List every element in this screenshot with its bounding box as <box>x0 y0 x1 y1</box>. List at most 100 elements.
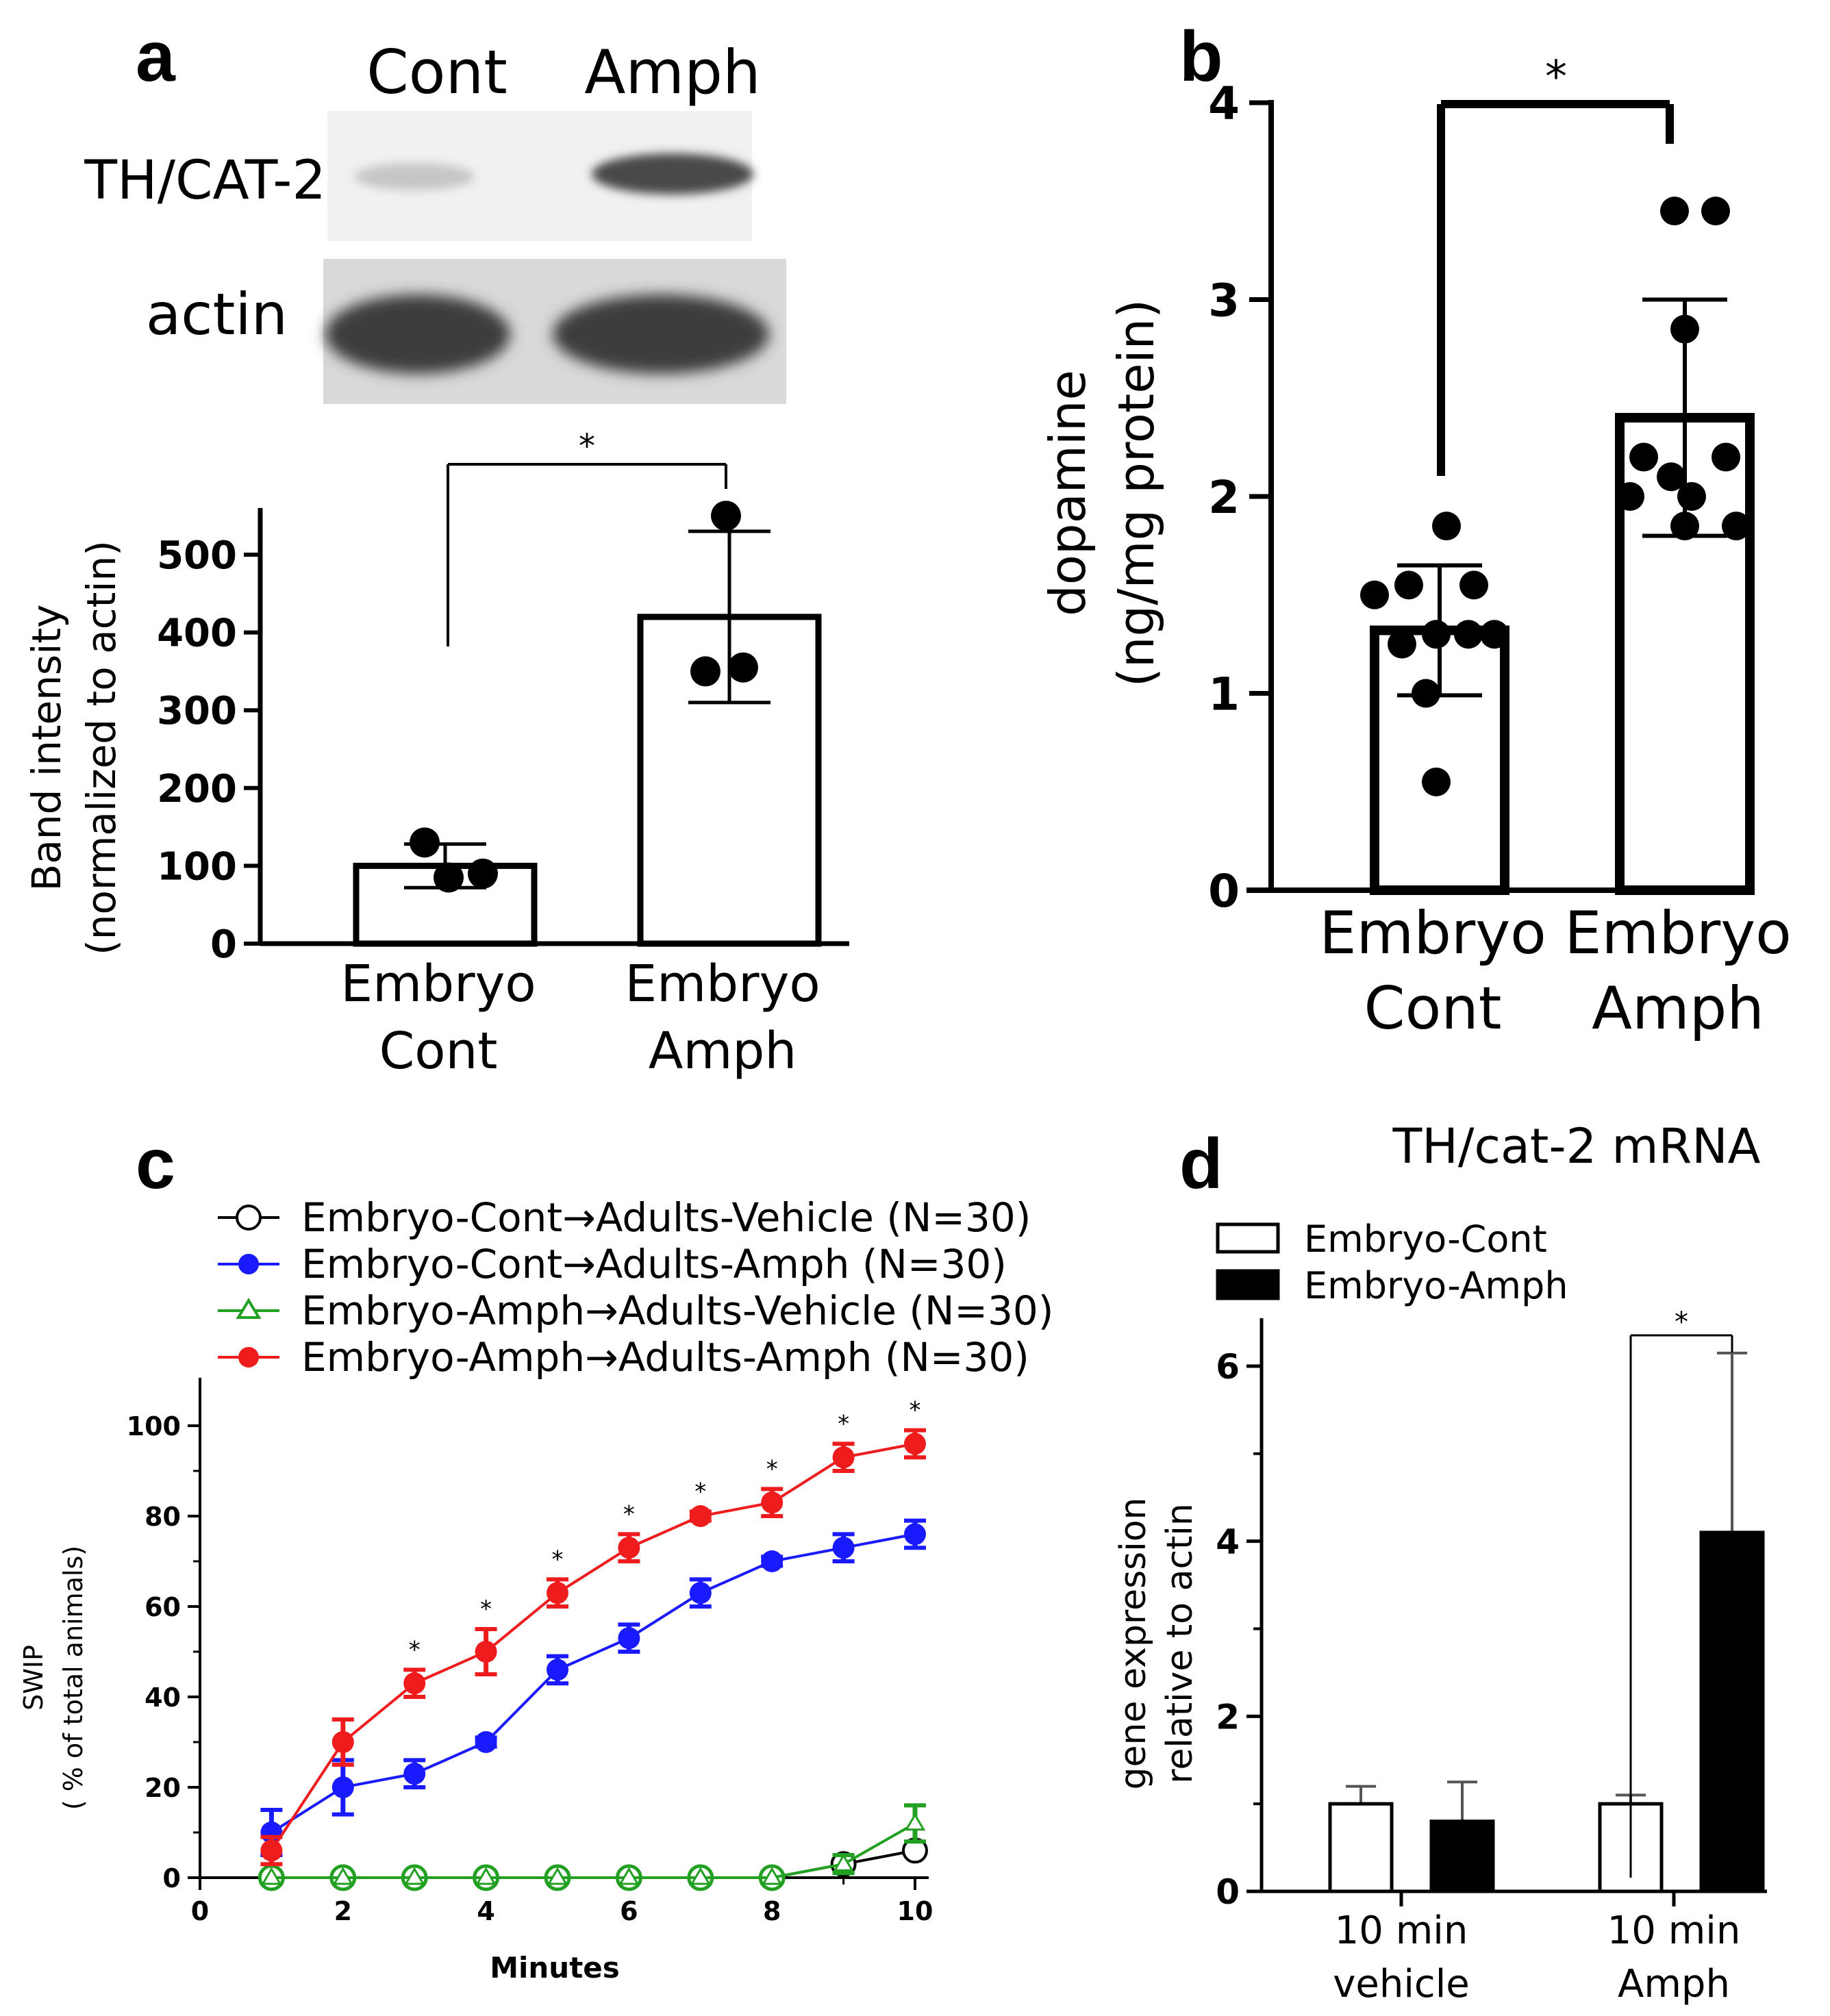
data-point <box>475 1867 497 1885</box>
y-tick-label: 100 <box>157 844 237 889</box>
data-point <box>468 858 498 889</box>
panel-letter-c: c <box>136 1124 175 1204</box>
data-point <box>1459 570 1488 600</box>
y-tick-label: 400 <box>157 612 237 656</box>
x-axis-label: Minutes <box>490 1951 620 1985</box>
legend-swatch <box>1216 1269 1280 1300</box>
bar <box>1699 1530 1765 1893</box>
data-point <box>904 1813 926 1831</box>
chart-d: TH/cat-2 mRNA 0 2 4 6 gene expression relative… <box>1113 1118 1767 2006</box>
series-1 <box>260 1518 926 1857</box>
chart-a: 0 100 200 300 400 500 Band intensity (normalize… <box>23 427 849 1081</box>
data-point <box>761 1867 783 1885</box>
data-point <box>1454 620 1483 649</box>
data-point <box>1670 512 1699 541</box>
y-tick-label: 2 <box>1216 1697 1240 1737</box>
y-axis-label: (ng/mg protein) <box>1107 299 1165 687</box>
data-point <box>758 1864 786 1891</box>
data-point <box>544 1864 571 1891</box>
blot-band-th-cont <box>354 163 475 190</box>
data-point <box>1394 570 1423 600</box>
legend-marker <box>236 1298 262 1319</box>
bar <box>1328 1802 1394 1893</box>
data-point <box>260 1839 283 1862</box>
data-point <box>410 827 440 858</box>
x-tick-label: Cont <box>379 1022 498 1081</box>
significance-marker: * <box>623 1500 635 1528</box>
y-tick-label: 80 <box>145 1502 181 1532</box>
x-tick-label: Embryo <box>340 955 536 1013</box>
data-point <box>401 1864 428 1891</box>
y-tick-label: 40 <box>145 1683 181 1713</box>
y-tick-label: 0 <box>1208 865 1240 918</box>
legend-label: Embryo-Cont→Adults-Vehicle (N=30) <box>301 1194 1031 1241</box>
data-point <box>261 1867 282 1885</box>
legend-item: Embryo-Cont→Adults-Vehicle (N=30) <box>218 1194 1031 1241</box>
data-point <box>1722 512 1751 541</box>
data-point <box>711 501 741 531</box>
significance-marker: * <box>552 1546 564 1573</box>
data-point <box>618 1867 640 1885</box>
y-tick-label: 100 <box>127 1411 181 1441</box>
blot-band-actin-cont <box>325 294 510 374</box>
x-tick-label: 6 <box>620 1896 638 1926</box>
x-tick-label: Amph <box>1592 974 1764 1043</box>
data-point <box>547 1582 568 1604</box>
western-blot: Cont Amph TH/CAT-2 actin <box>84 37 786 404</box>
data-point <box>689 1582 712 1604</box>
y-tick-label: 60 <box>145 1592 181 1622</box>
legend-label: Embryo-Amph <box>1304 1264 1568 1307</box>
y-tick-label: 6 <box>1216 1347 1240 1387</box>
data-point <box>618 1627 640 1650</box>
x-tick-label: 8 <box>763 1896 781 1926</box>
series-line <box>271 1533 916 1834</box>
x-tick-label: Amph <box>649 1022 797 1081</box>
data-point <box>1412 679 1440 708</box>
x-tick-label: Embryo <box>625 955 820 1013</box>
legend-marker <box>236 1205 262 1231</box>
significance-marker: * <box>480 1596 492 1623</box>
data-point <box>615 1864 642 1891</box>
y-axis-label: dopamine <box>1039 370 1096 616</box>
data-point <box>689 1505 712 1527</box>
data-point <box>475 1641 497 1663</box>
significance-marker: * <box>838 1410 849 1437</box>
data-point <box>475 1731 497 1753</box>
series-2 <box>258 1803 926 1891</box>
y-axis-label: gene expression <box>1113 1498 1154 1790</box>
data-point <box>1388 629 1416 659</box>
x-tick-label: Amph <box>1618 1962 1730 2006</box>
data-point <box>904 1433 926 1455</box>
data-point <box>832 1537 855 1559</box>
y-tick-label: 0 <box>210 922 237 967</box>
significance-marker: * <box>1675 1307 1688 1338</box>
y-tick-label: 4 <box>1208 77 1240 130</box>
x-tick-label: 10 min <box>1335 1908 1468 1953</box>
blot-row-label-th: TH/CAT-2 <box>84 150 326 212</box>
legend-label: Embryo-Cont→Adults-Amph (N=30) <box>301 1241 1007 1287</box>
data-point <box>1701 197 1730 226</box>
data-point <box>690 656 720 687</box>
legend-label: Embryo-Amph→Adults-Amph (N=30) <box>301 1334 1029 1381</box>
data-point <box>761 1491 784 1514</box>
significance-marker: * <box>579 427 595 466</box>
data-point <box>832 1446 855 1469</box>
data-point <box>1712 442 1740 472</box>
y-tick-label: 0 <box>1216 1872 1240 1912</box>
x-tick-label: Cont <box>1364 974 1502 1043</box>
data-point <box>1422 767 1451 796</box>
blot-lane-label-cont: Cont <box>366 37 507 108</box>
data-point <box>331 1776 354 1798</box>
legend-swatch <box>1216 1222 1280 1254</box>
data-point <box>833 1853 854 1872</box>
data-point <box>331 1731 354 1753</box>
significance-marker: * <box>409 1636 421 1663</box>
panel-letter-d: d <box>1179 1124 1223 1204</box>
y-tick-label: 500 <box>157 533 237 578</box>
blot-band-th-amph <box>592 153 753 194</box>
series-line <box>271 1849 916 1879</box>
data-point <box>329 1864 357 1891</box>
x-tick-label: 2 <box>334 1896 352 1926</box>
